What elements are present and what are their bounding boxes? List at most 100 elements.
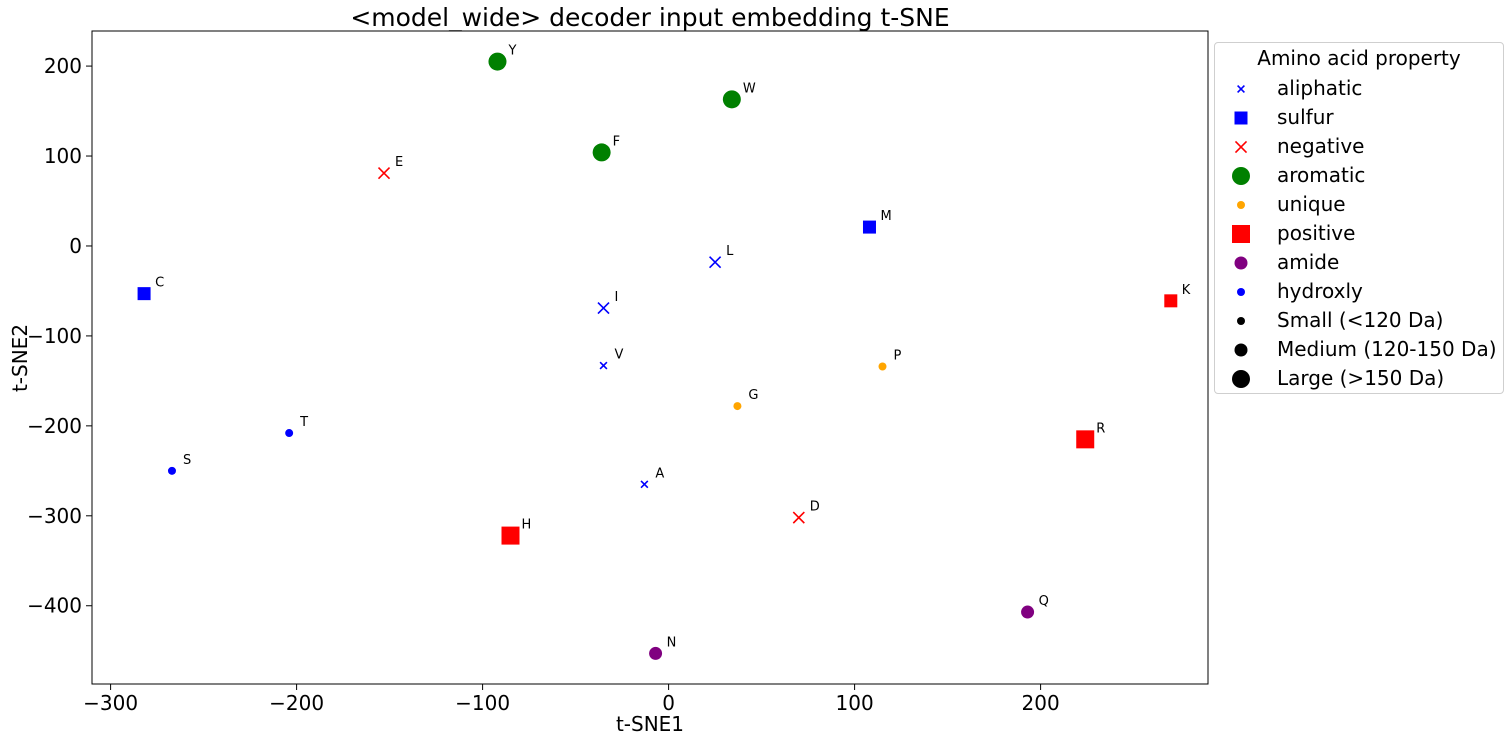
legend-label: unique [1277,192,1346,216]
point-G [733,402,742,411]
legend-label: Small (<120 Da) [1277,308,1444,332]
point-C [137,287,151,301]
y-tick-label: −200 [27,414,82,438]
legend-symbol [1237,201,1245,209]
point-D [792,511,805,524]
legend-item: aliphatic [1215,74,1503,103]
legend-item: sulfur [1215,103,1503,132]
legend-label: Medium (120-150 Da) [1277,337,1497,361]
legend-symbol [1232,167,1250,185]
point-label-E: E [395,155,403,170]
legend-marker [1237,317,1245,325]
legend-label: aliphatic [1277,76,1363,100]
chart-title: <model_wide> decoder input embedding t-S… [350,3,949,32]
legend-label: positive [1277,221,1356,245]
legend-symbol [1232,225,1250,243]
legend-label: aromatic [1277,163,1366,187]
legend-item: positive [1215,219,1503,248]
axis-ticks: −300 −200 −100 0 100 200 200 100 0 −100 −200 −300 −4… [27,54,1060,715]
legend-marker [1234,140,1248,154]
y-tick-label: 200 [44,54,82,78]
point-L [709,256,722,269]
legend-label: sulfur [1277,105,1334,129]
point-W [722,90,741,109]
point-label-K: K [1182,283,1191,298]
point-label-C: C [155,276,164,291]
point-I [597,301,610,315]
point-A [640,480,649,489]
point-label-A: A [655,466,664,481]
legend-marker [1234,256,1248,270]
legend-marker [1234,343,1248,357]
legend-item: aromatic [1215,161,1503,190]
point-S [167,466,176,475]
point-label-H: H [522,518,532,533]
legend: Amino acid property aliphatic sulfur negat… [1214,42,1504,394]
legend-symbol [1234,140,1248,154]
point-label-N: N [667,635,677,650]
legend-marker [1232,225,1250,243]
y-tick-label: −100 [27,324,82,348]
legend-marker [1232,370,1250,388]
point-label-L: L [726,244,734,259]
data-points: Y W F E M L C K I V P G T R S A D H Q N [137,44,1191,660]
y-tick-label: 100 [44,144,82,168]
legend-label: negative [1277,134,1365,158]
point-Y [488,52,507,71]
point-label-T: T [299,415,308,430]
x-tick-label: −100 [455,691,510,715]
point-label-Y: Y [507,44,516,59]
legend-item: negative [1215,132,1503,161]
point-label-V: V [615,348,624,363]
point-V [599,361,608,370]
x-tick-label: 200 [1022,691,1060,715]
point-label-W: W [743,81,756,96]
legend-label: Large (>150 Da) [1277,366,1445,390]
y-axis-label: t-SNE2 [8,324,32,392]
x-tick-label: 100 [836,691,874,715]
legend-marker [1237,85,1245,93]
y-tick-label: −300 [27,504,82,528]
point-Q [1021,605,1035,619]
point-label-D: D [810,500,820,515]
point-F [592,143,611,162]
point-label-R: R [1096,421,1105,436]
point-T [285,429,294,438]
x-tick-label: −300 [83,691,138,715]
legend-symbol [1234,111,1248,125]
legend-item: Large (>150 Da) [1215,364,1503,393]
point-label-S: S [183,453,191,468]
legend-marker [1234,111,1248,125]
point-E [377,167,391,180]
legend-symbol [1234,256,1248,270]
legend-symbol [1234,343,1248,357]
legend-marker [1237,201,1245,209]
legend-symbol [1237,288,1245,296]
point-label-I: I [615,290,619,305]
legend-marker [1237,288,1245,296]
point-P [878,362,887,371]
legend-item: hydroxly [1215,277,1503,306]
legend-symbol [1237,85,1245,93]
y-tick-label: −400 [27,594,82,618]
point-label-P: P [894,348,902,363]
point-label-F: F [613,134,620,149]
plot-area [91,30,1209,685]
x-tick-label: −200 [269,691,324,715]
point-H [501,526,520,545]
legend-symbol [1232,370,1250,388]
legend-title: Amino acid property [1257,46,1461,70]
legend-label: hydroxly [1277,279,1363,303]
point-label-G: G [748,388,758,403]
x-axis-label: t-SNE1 [616,712,684,736]
point-M [862,220,876,234]
legend-symbol [1237,317,1245,325]
legend-item: amide [1215,248,1503,277]
legend-item: Small (<120 Da) [1215,306,1503,335]
point-R [1076,430,1095,449]
point-N [649,646,663,660]
legend-label: amide [1277,250,1340,274]
y-tick-label: 0 [69,234,82,258]
point-K [1164,294,1178,308]
